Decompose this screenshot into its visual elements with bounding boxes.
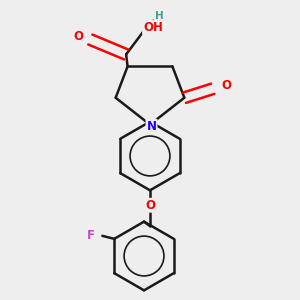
Text: H: H	[154, 11, 163, 21]
Text: O: O	[145, 199, 155, 212]
Text: N: N	[146, 120, 157, 133]
Text: O: O	[73, 30, 83, 43]
Text: O: O	[221, 79, 231, 92]
Text: F: F	[86, 230, 94, 242]
Text: OH: OH	[143, 21, 163, 34]
